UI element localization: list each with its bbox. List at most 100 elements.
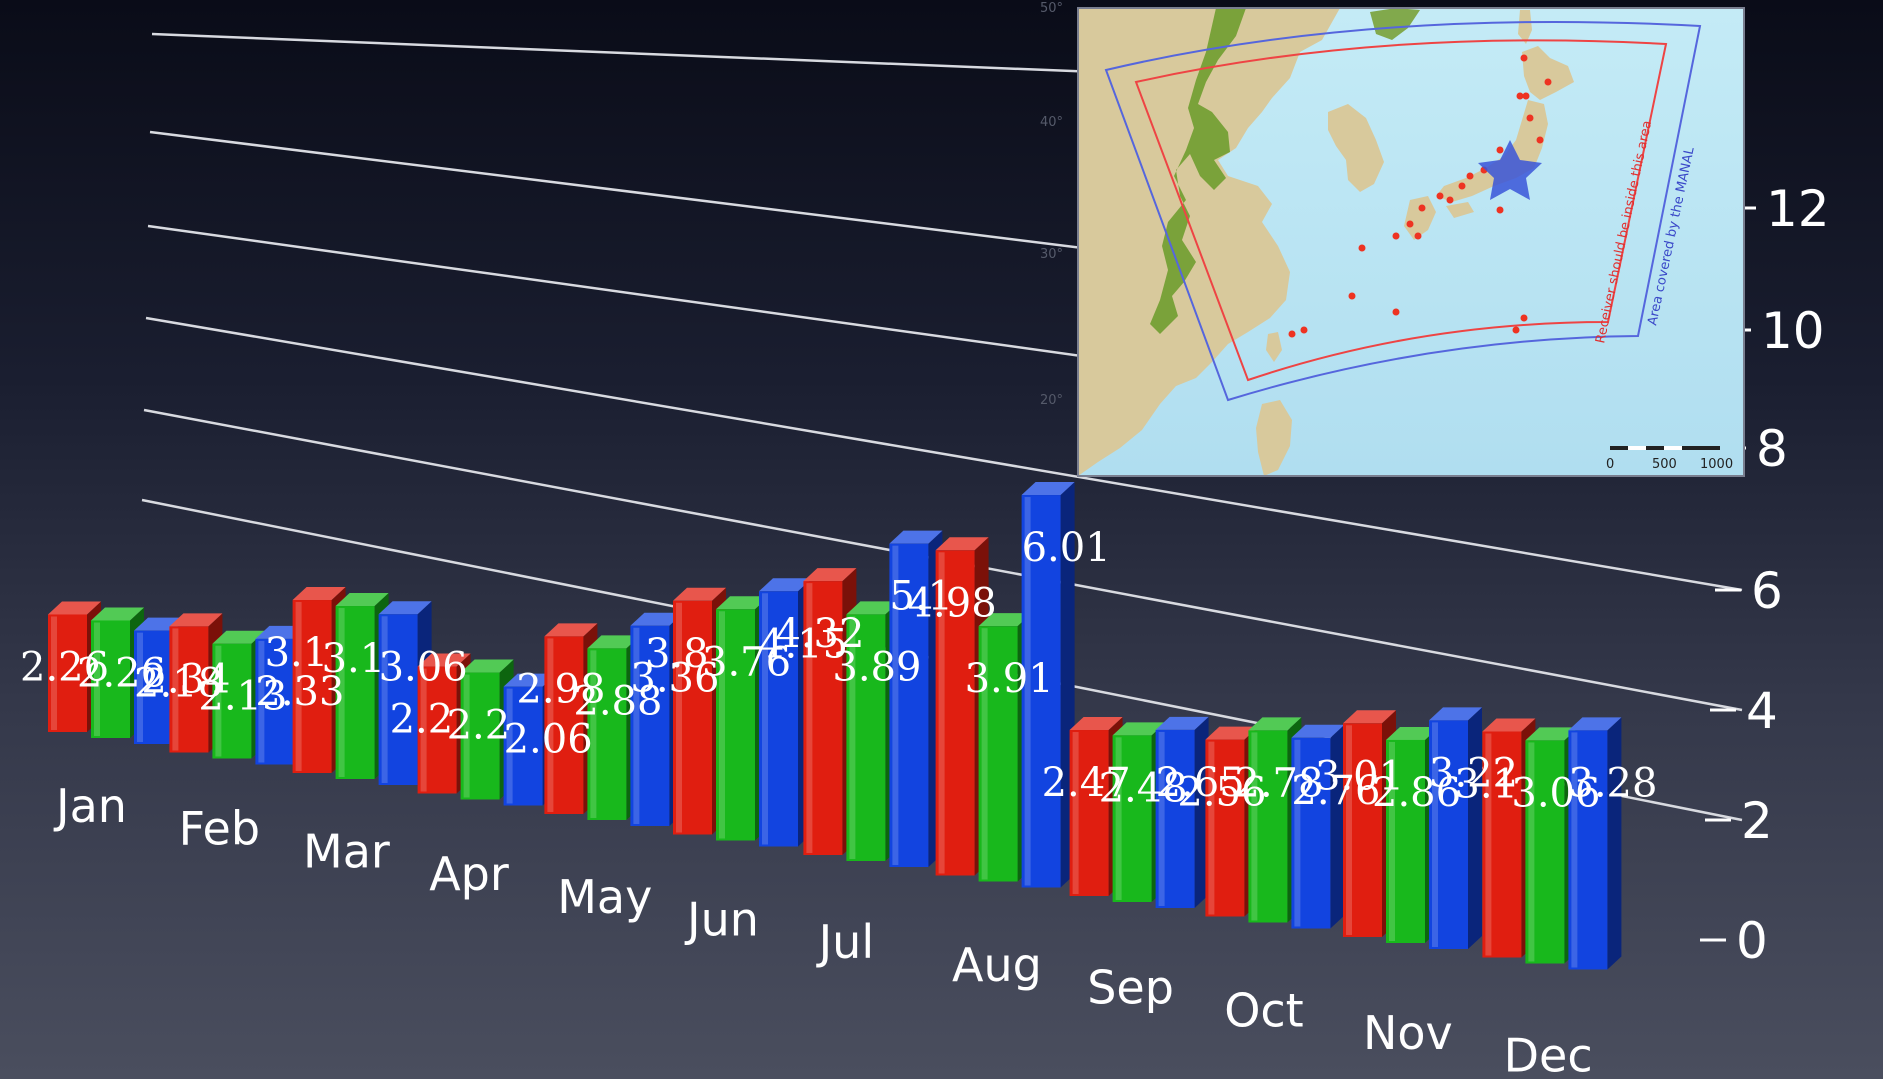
value-label-mar-s1: 3.1	[322, 636, 386, 682]
value-label-feb-s2: 2.33	[255, 669, 344, 715]
value-label-mar-s2: 3.06	[379, 644, 468, 690]
y-tick-label-12: 12	[1766, 180, 1830, 238]
bar-top	[417, 653, 471, 667]
bar-top	[1482, 718, 1536, 732]
bar-side	[1607, 717, 1622, 970]
bar-highlight	[806, 583, 813, 853]
month-label-jan: Jan	[53, 779, 127, 833]
bar-group-dec	[1482, 717, 1622, 970]
bar-highlight	[137, 632, 143, 742]
bar-highlight	[938, 552, 945, 874]
bar-top	[212, 630, 266, 644]
value-label-jun-s2: 4.15	[759, 621, 848, 667]
bars	[48, 482, 1622, 970]
map-shikoku	[1446, 202, 1474, 218]
bar-highlight	[1024, 497, 1031, 886]
bar-top	[889, 530, 943, 544]
bar-highlight	[506, 688, 513, 804]
bar-top	[1429, 707, 1482, 721]
bar-top	[1069, 717, 1123, 731]
y-tick-label-2: 2	[1741, 792, 1773, 850]
month-label-dec: Dec	[1504, 1029, 1593, 1079]
month-label-apr: Apr	[429, 847, 509, 901]
bar-group-sep	[1069, 716, 1209, 908]
bar-group-nov	[1343, 707, 1482, 949]
bar-top	[673, 587, 726, 601]
map-station-dot	[1418, 204, 1426, 212]
bar-top	[1112, 722, 1166, 736]
map-lat-label-50: 50°	[1040, 1, 1063, 16]
bar-highlight	[1208, 741, 1215, 915]
y-tick-label-10: 10	[1761, 302, 1825, 360]
month-label-oct: Oct	[1224, 983, 1304, 1037]
map-station-dot	[1406, 220, 1414, 228]
bar-highlight	[172, 628, 179, 751]
bar-top	[503, 673, 557, 687]
bar-top	[1525, 727, 1579, 741]
value-label-apr-s1: 2.2	[447, 703, 511, 749]
month-label-feb: Feb	[179, 802, 260, 856]
map-scale-500: 500	[1652, 457, 1677, 472]
bar-highlight	[1389, 741, 1395, 941]
map-station-dot	[1522, 92, 1530, 100]
map-station-dot	[1436, 192, 1444, 200]
bar-highlight	[1251, 732, 1258, 921]
bar-highlight	[981, 628, 988, 880]
value-label-apr-s0: 2.2	[390, 697, 454, 743]
value-label-jan-s0: 2.26	[20, 644, 109, 690]
map-station-dot	[1458, 182, 1466, 190]
bar-top	[1205, 726, 1259, 740]
map-hokkaido	[1522, 46, 1574, 100]
map-station-dot	[1536, 136, 1544, 144]
map-scale-1000: 1000	[1700, 457, 1733, 472]
map-luzon	[1256, 400, 1292, 476]
value-label-oct-s2: 2.76	[1291, 768, 1380, 814]
value-label-aug-s1: 3.91	[965, 656, 1054, 702]
map-scale-0: 0	[1606, 457, 1614, 472]
value-label-nov-s1: 2.86	[1372, 770, 1461, 816]
bar-highlight	[590, 650, 597, 818]
bar-group-jul	[803, 530, 943, 867]
bar-top	[544, 623, 598, 637]
bar-top	[803, 568, 857, 582]
map-station-dot	[1348, 292, 1356, 300]
bar-highlight	[1432, 722, 1438, 947]
bar-highlight	[633, 627, 640, 824]
bar-highlight	[338, 608, 345, 777]
bar-highlight	[1571, 732, 1578, 968]
value-label-may-s2: 3.36	[630, 656, 719, 702]
bar-group-jun	[673, 578, 812, 847]
month-label-jun: Jun	[684, 893, 759, 947]
bar-highlight	[1294, 739, 1301, 927]
y-tick-label-8: 8	[1756, 420, 1788, 478]
bar-highlight	[676, 602, 682, 833]
bar-side	[1330, 724, 1345, 929]
bar-top	[978, 613, 1032, 627]
bar-highlight	[762, 593, 768, 845]
bar-top	[1248, 717, 1302, 731]
map-taiwan	[1266, 332, 1282, 362]
map-station-dot	[1414, 232, 1422, 240]
map-korea	[1328, 104, 1384, 192]
value-label-jan-s2: 2.18	[134, 661, 223, 707]
bar-highlight	[547, 638, 554, 812]
map-station-dot	[1520, 314, 1528, 322]
map-lat-label-40: 40°	[1040, 115, 1063, 130]
value-label-mar-s0: 3.1	[265, 630, 329, 676]
map-station-dot	[1288, 330, 1296, 338]
bar-highlight	[1528, 742, 1535, 962]
value-label-dec-s1: 3.06	[1511, 770, 1600, 816]
map-station-dot	[1544, 78, 1552, 86]
map-station-dot	[1300, 326, 1308, 334]
epicenter-star-icon	[1478, 140, 1542, 200]
bar-highlight	[849, 616, 856, 859]
value-label-sep-s1: 2.48	[1099, 765, 1188, 811]
bar-group-oct	[1205, 717, 1345, 929]
map-station-dot	[1392, 308, 1400, 316]
bar-highlight	[51, 616, 57, 730]
map-scale-bar: 0 500 1000	[1606, 446, 1733, 472]
bar-top	[587, 635, 641, 649]
bar-highlight	[381, 616, 388, 783]
value-label-dec-s0: 3.1	[1454, 762, 1518, 808]
map-stations	[1288, 54, 1552, 338]
